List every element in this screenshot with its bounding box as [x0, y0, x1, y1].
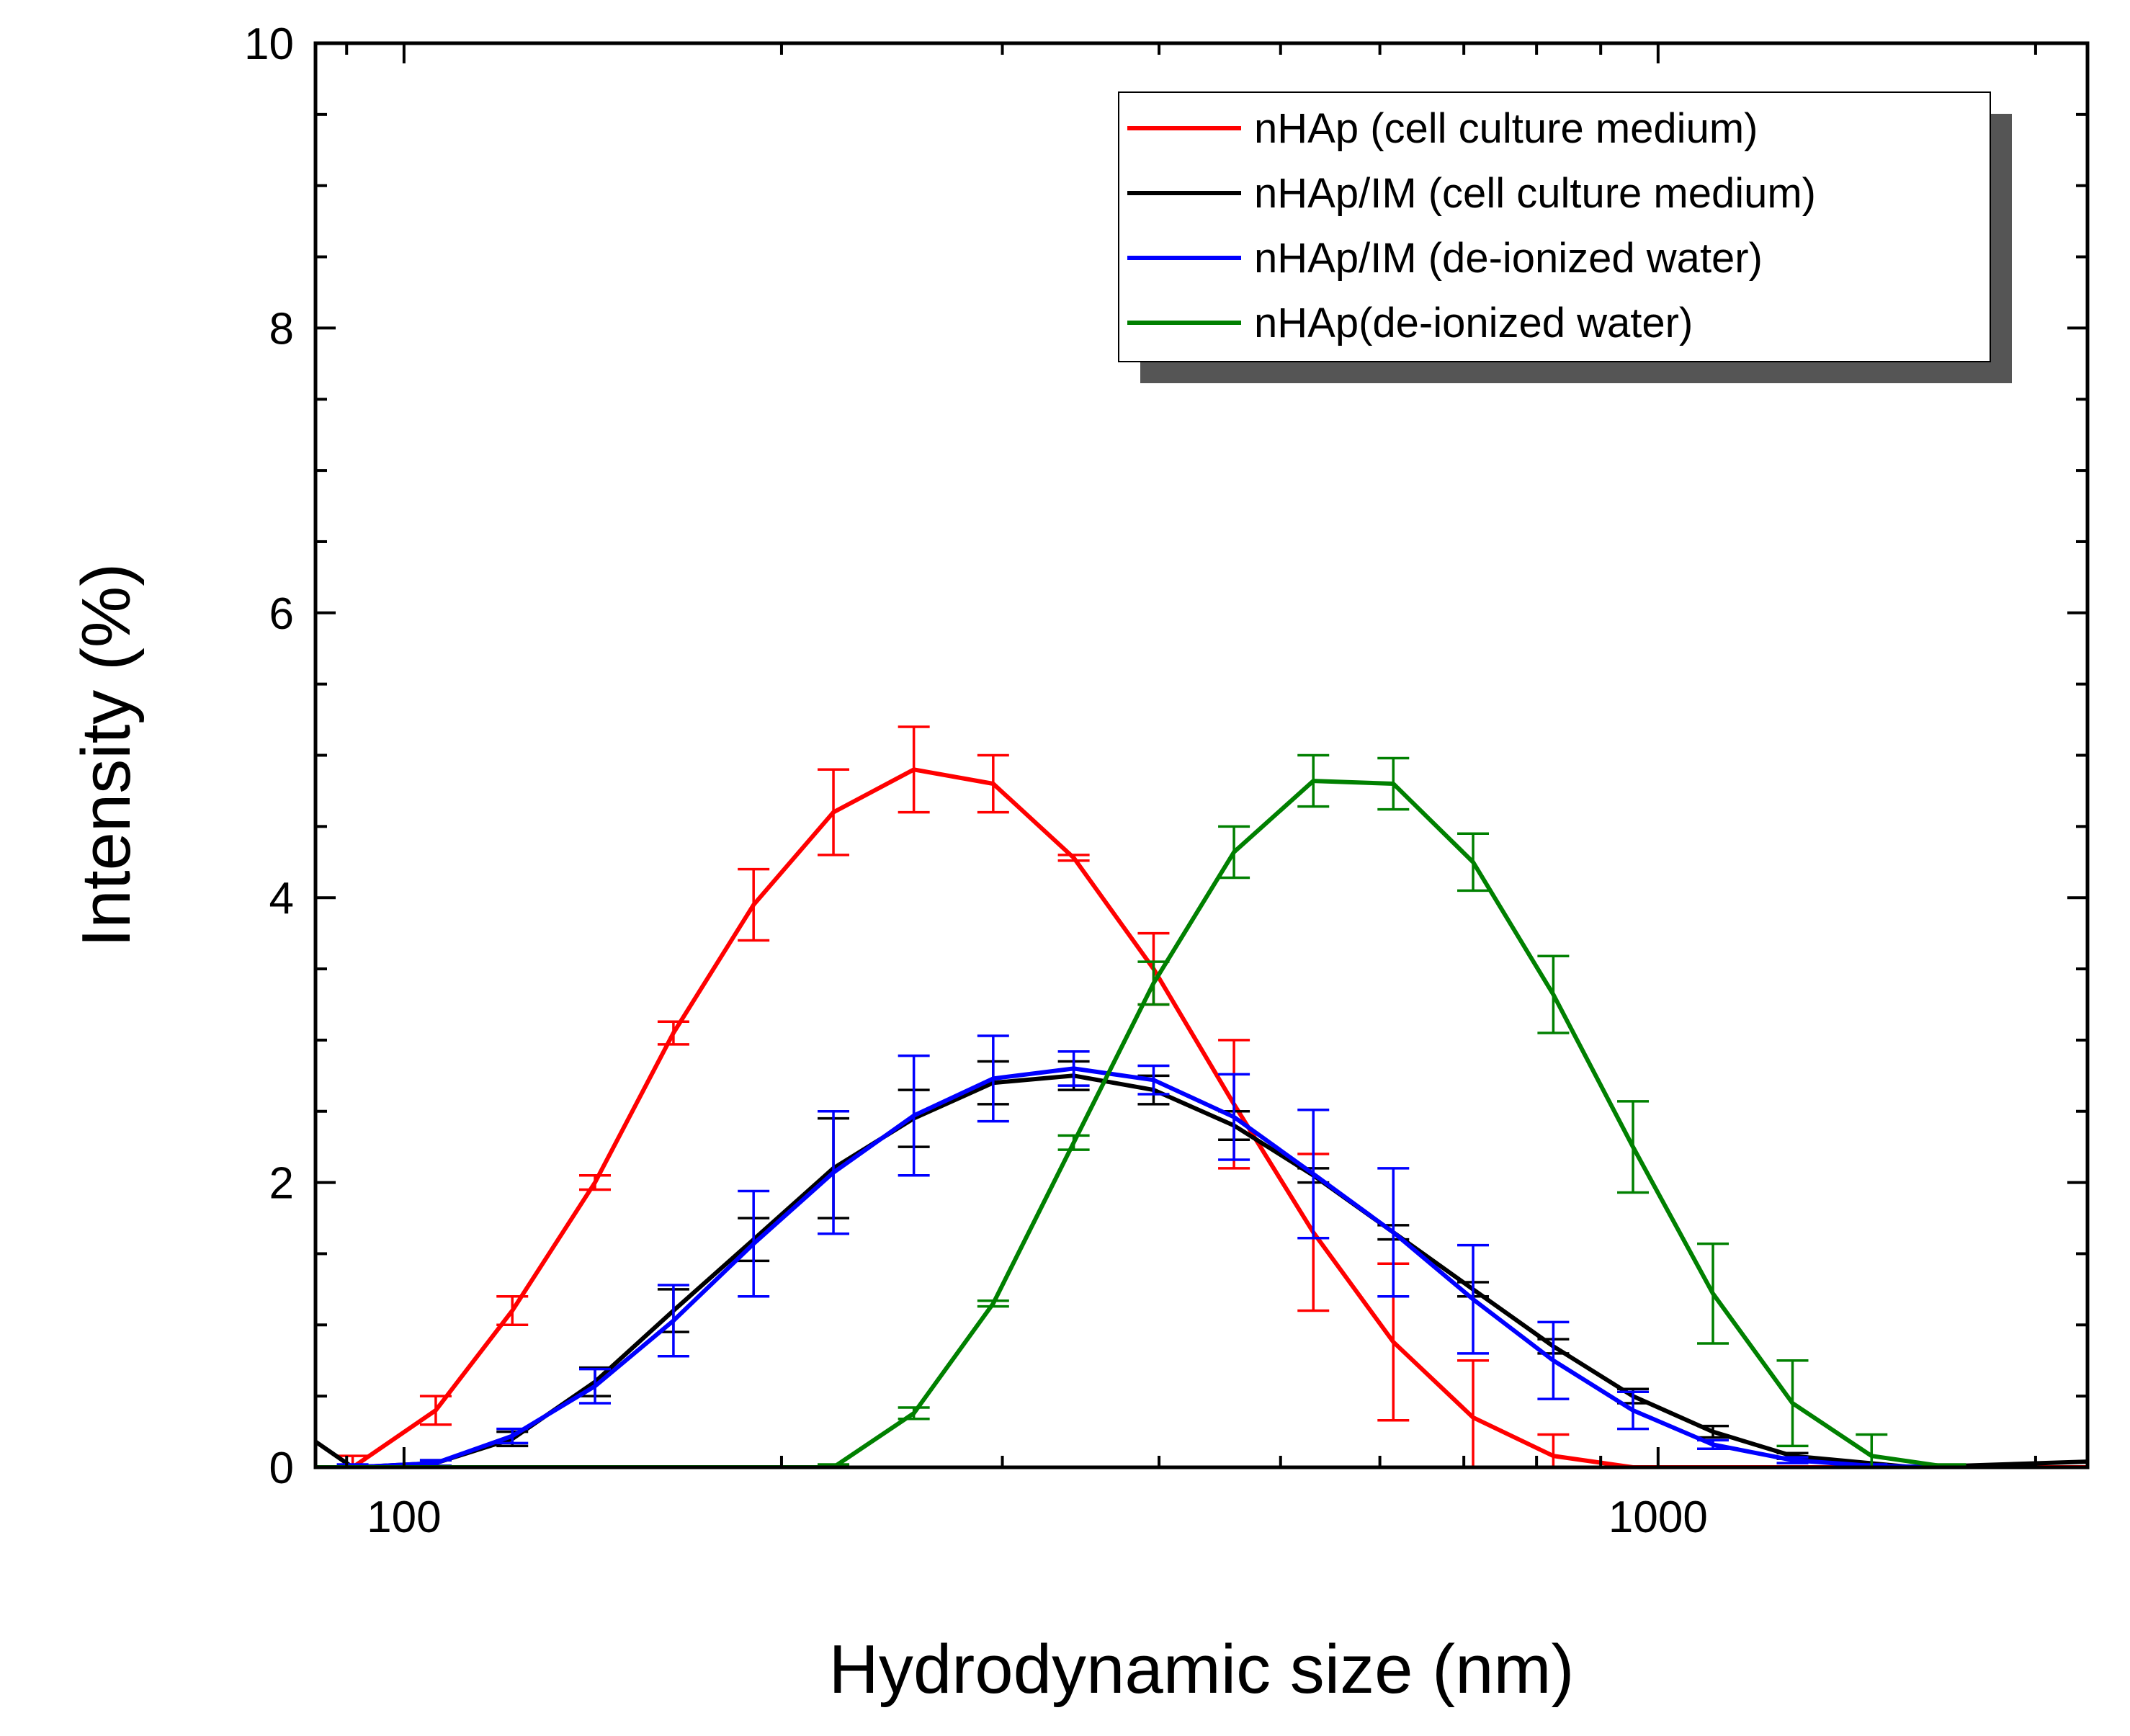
error-bar [977, 1299, 1009, 1308]
error-bar [1457, 1359, 1490, 1467]
x-tick-label: 1000 [1608, 1493, 1708, 1542]
y-axis-title: Intensity (%) [68, 563, 145, 947]
error-bar [419, 1395, 452, 1426]
error-bar [1537, 1320, 1570, 1400]
series-4 [316, 753, 1966, 1467]
series-3 [336, 1034, 1951, 1467]
error-bar [579, 1367, 612, 1405]
error-bar [657, 1284, 689, 1358]
series-layer [316, 725, 2088, 1467]
error-bar [1377, 756, 1410, 811]
error-bar [1057, 854, 1090, 862]
y-tick-label: 10 [244, 19, 294, 69]
error-bar [977, 1034, 1009, 1123]
legend-label: nHAp/IM (de-ionized water) [1254, 235, 1763, 282]
error-bar [738, 1189, 770, 1298]
error-bar [818, 768, 850, 856]
error-bar [1537, 1433, 1570, 1467]
error-bar [1137, 1064, 1170, 1096]
error-bar [898, 725, 930, 814]
legend-item: nHAp/IM (cell culture medium) [1127, 170, 1816, 217]
legend-item: nHAp (cell culture medium) [1127, 105, 1758, 152]
error-bar [1697, 1439, 1729, 1451]
legend-label: nHAp/IM (cell culture medium) [1254, 170, 1816, 217]
error-bar [1697, 1424, 1729, 1439]
legend-item: nHAp/IM (de-ionized water) [1127, 235, 1763, 282]
x-tick-label: 100 [367, 1493, 441, 1542]
y-tick-label: 8 [269, 304, 294, 354]
series-2 [316, 1060, 2088, 1467]
legend-label: nHAp (cell culture medium) [1254, 105, 1758, 152]
ticks-layer: 0 2 4 6 8 10 100 1000 [244, 19, 2088, 1542]
error-bar [1776, 1359, 1809, 1448]
error-bar [818, 1463, 850, 1467]
error-bar [1617, 1100, 1650, 1194]
series-line [352, 1066, 1951, 1467]
error-bar [1218, 825, 1250, 880]
series-line [316, 1073, 2088, 1467]
error-bar [1934, 1463, 1966, 1467]
error-bar [1057, 1050, 1090, 1087]
error-bar [657, 1020, 689, 1046]
legend: nHAp (cell culture medium) nHAp/IM (cell … [1118, 91, 2012, 383]
x-axis-title: Hydrodynamic size (nm) [829, 1631, 1575, 1708]
y-tick-label: 2 [269, 1159, 294, 1209]
error-bar [1218, 1073, 1250, 1161]
legend-box [1118, 91, 1991, 362]
error-bar [738, 867, 770, 942]
error-bar [1297, 753, 1330, 808]
error-bar [1776, 1456, 1809, 1464]
error-bar [1057, 1134, 1090, 1151]
error-bar [496, 1295, 529, 1327]
y-tick-label: 6 [269, 589, 294, 639]
series-line [316, 779, 1951, 1467]
error-bar [1856, 1433, 1888, 1467]
error-bar [1297, 1109, 1330, 1240]
error-bar [898, 1054, 930, 1177]
series-1 [336, 725, 2088, 1467]
error-bar [898, 1406, 930, 1420]
error-bar [1697, 1242, 1729, 1345]
y-tick-label: 4 [269, 874, 294, 923]
error-bar [1377, 1167, 1410, 1298]
error-bar [818, 1110, 850, 1235]
error-bar [496, 1427, 529, 1445]
error-bar [1137, 960, 1170, 1006]
y-tick-label: 0 [269, 1444, 294, 1493]
error-bar [977, 753, 1009, 814]
error-bar [1617, 1390, 1650, 1431]
error-bar [1457, 832, 1490, 892]
legend-label: nHAp(de-ionized water) [1254, 300, 1693, 346]
legend-item: nHAp(de-ionized water) [1127, 300, 1693, 346]
error-bar [1537, 954, 1570, 1034]
error-bar [579, 1173, 612, 1191]
error-bar [1457, 1243, 1490, 1355]
